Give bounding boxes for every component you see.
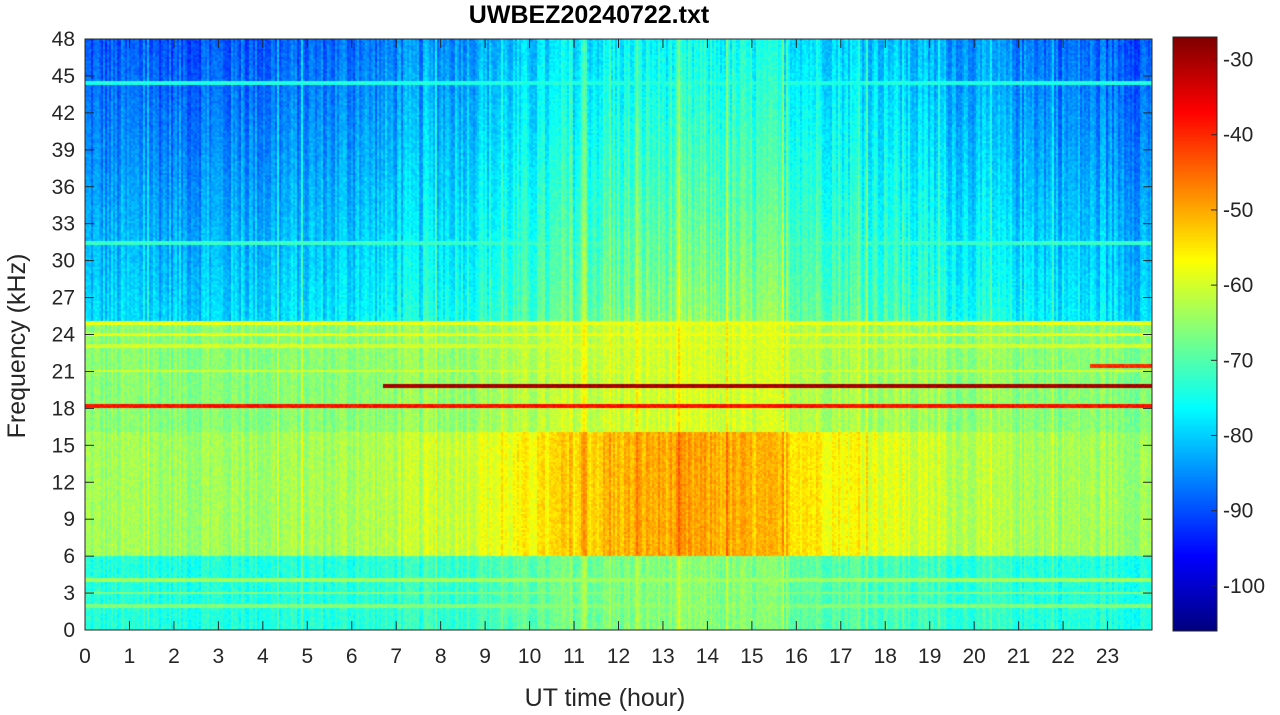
x-tick-label: 10 (518, 645, 541, 668)
x-tick-label: 5 (301, 645, 313, 668)
x-axis-label: UT time (hour) (525, 684, 686, 712)
y-tick-label: 6 (63, 545, 75, 568)
x-tick-label: 19 (918, 645, 941, 668)
x-tick-label: 0 (79, 645, 91, 668)
colorbar-tick-label: -90 (1223, 500, 1253, 523)
x-tick-label: 21 (1007, 645, 1030, 668)
colorbar-frame (1172, 36, 1218, 632)
y-tick-label: 42 (52, 102, 75, 125)
spectrogram-heatmap (85, 39, 1152, 630)
y-tick-label: 48 (52, 28, 75, 51)
y-tick-label: 15 (52, 434, 75, 457)
x-tick-label: 6 (346, 645, 358, 668)
y-tick-label: 39 (52, 139, 75, 162)
colorbar-ticks: -100 -90 -80 -70 -60 -50 -40 -30 (1211, 49, 1265, 598)
x-axis: 0 1 2 3 4 5 6 7 8 9 10 11 12 13 14 15 16 17 18 19 20 21 22 23 (79, 39, 1119, 668)
x-tick-label: 4 (257, 645, 269, 668)
colorbar-tick-label: -70 (1223, 349, 1253, 372)
x-tick-label: 18 (874, 645, 897, 668)
y-tick-label: 45 (52, 65, 75, 88)
y-tick-label: 36 (52, 176, 75, 199)
colorbar-gradient (1173, 37, 1217, 631)
colorbar-tick-label: -40 (1223, 124, 1253, 147)
x-tick-label: 17 (829, 645, 852, 668)
y-tick-label: 24 (52, 324, 76, 347)
x-tick-label: 7 (390, 645, 402, 668)
x-tick-label: 22 (1051, 645, 1074, 668)
colorbar-tick-label: -80 (1223, 425, 1253, 448)
y-tick-label: 33 (52, 213, 75, 236)
colorbar-tick-label: -60 (1223, 274, 1253, 297)
colorbar: -100 -90 -80 -70 -60 -50 -40 -30 (1172, 36, 1265, 632)
chart-title: UWBEZ20240722.txt (469, 1, 710, 29)
y-tick-label: 18 (52, 397, 75, 420)
colorbar-tick-label: -30 (1223, 49, 1253, 72)
x-tick-label: 8 (435, 645, 447, 668)
y-tick-label: 0 (63, 619, 75, 642)
x-tick-label: 14 (696, 645, 720, 668)
colorbar-tick-label: -100 (1223, 575, 1265, 598)
x-tick-label: 20 (962, 645, 985, 668)
y-tick-label: 3 (63, 582, 75, 605)
y-axis-label: Frequency (kHz) (3, 254, 31, 439)
y-tick-label: 12 (52, 471, 75, 494)
x-tick-label: 12 (607, 645, 630, 668)
x-tick-label: 2 (168, 645, 180, 668)
colorbar-tick-label: -50 (1223, 199, 1253, 222)
x-tick-label: 16 (785, 645, 808, 668)
x-tick-label: 1 (124, 645, 136, 668)
x-tick-label: 3 (213, 645, 225, 668)
x-tick-label: 13 (651, 645, 674, 668)
x-tick-label: 11 (563, 645, 585, 668)
x-tick-label: 23 (1096, 645, 1119, 668)
x-tick-label: 15 (740, 645, 763, 668)
y-tick-label: 9 (63, 508, 75, 531)
plot-area (84, 38, 1153, 631)
y-tick-label: 21 (52, 360, 75, 383)
y-tick-label: 30 (52, 250, 75, 273)
y-tick-label: 27 (52, 287, 75, 310)
x-tick-label: 9 (479, 645, 491, 668)
